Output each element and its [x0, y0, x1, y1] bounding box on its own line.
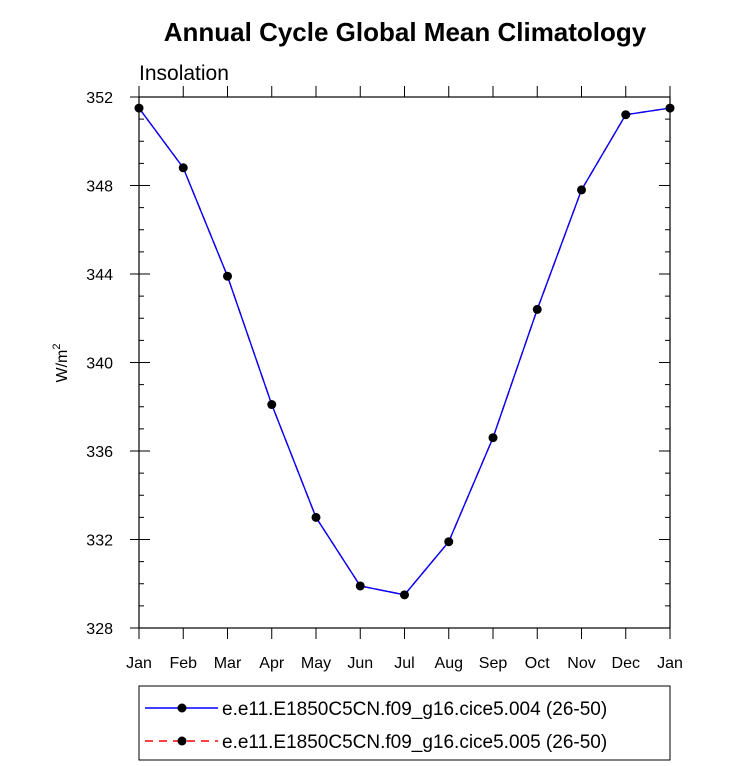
- y-tick-label: 352: [86, 90, 113, 107]
- chart-title: Annual Cycle Global Mean Climatology: [164, 17, 647, 47]
- x-tick-label: Apr: [259, 655, 285, 672]
- data-point: [311, 512, 321, 522]
- data-point: [400, 590, 409, 600]
- data-point: [134, 103, 144, 113]
- legend-marker: [177, 736, 187, 746]
- y-tick-labels: 328 332 336 340 344 348 352: [86, 90, 113, 638]
- y-tick-label: 340: [86, 356, 113, 373]
- plot-frame: [138, 96, 671, 629]
- x-tick-label: Sep: [479, 655, 508, 672]
- data-point: [444, 537, 454, 547]
- x-tick-label: Jan: [657, 655, 683, 672]
- data-point: [621, 110, 631, 120]
- y-tick-label: 328: [86, 621, 113, 638]
- legend: e.e11.E1850C5CN.f09_g16.cice5.004 (26-50…: [138, 685, 671, 761]
- data-point: [178, 163, 188, 173]
- data-series: [134, 103, 675, 600]
- data-point: [665, 103, 675, 113]
- series-line: [138, 107, 671, 596]
- x-tick-label: Jul: [394, 655, 414, 672]
- legend-label: e.e11.E1850C5CN.f09_g16.cice5.004 (26-50…: [222, 699, 607, 720]
- x-tick-label: Dec: [612, 655, 640, 672]
- x-tick-label: Feb: [169, 655, 197, 672]
- x-tick-label: Nov: [567, 655, 595, 672]
- chart-subtitle: Insolation: [139, 62, 229, 85]
- y-tick-label: 332: [86, 533, 113, 550]
- y-tick-label: 344: [86, 267, 113, 284]
- data-point: [488, 433, 498, 443]
- legend-marker: [177, 703, 187, 713]
- x-tick-labels: Jan Feb Mar Apr May Jun Jul Aug Sep Oct Nov Dec Jan: [126, 655, 683, 672]
- x-tick-label: Jan: [126, 655, 152, 672]
- x-tick-label: May: [301, 655, 331, 672]
- y-tick-label: 336: [86, 444, 113, 461]
- series-line: [138, 107, 671, 596]
- data-point: [355, 581, 365, 591]
- legend-label: e.e11.E1850C5CN.f09_g16.cice5.005 (26-50…: [222, 732, 607, 753]
- data-point: [267, 400, 277, 410]
- x-tick-label: Jun: [347, 655, 373, 672]
- x-tick-label: Mar: [214, 655, 242, 672]
- x-tick-label: Oct: [525, 655, 550, 672]
- data-point: [223, 271, 232, 281]
- axis-ticks: [130, 86, 671, 639]
- x-tick-label: Aug: [435, 655, 463, 672]
- data-point: [532, 304, 542, 314]
- y-axis-label: W/m2: [51, 344, 71, 383]
- y-tick-label: 348: [86, 179, 113, 196]
- data-point: [577, 185, 586, 195]
- legend-box: [138, 685, 671, 761]
